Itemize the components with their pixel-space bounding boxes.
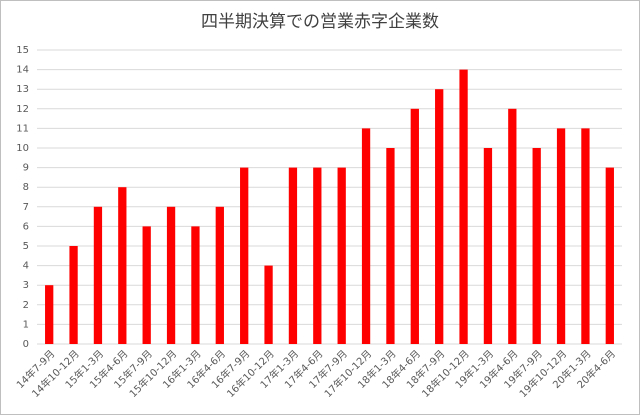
bar <box>605 167 614 344</box>
y-tick-label: 14 <box>16 65 29 76</box>
bar <box>386 148 395 344</box>
bar <box>581 128 590 344</box>
bar <box>166 206 176 344</box>
y-tick-label: 10 <box>16 143 29 154</box>
y-tick-label: 0 <box>23 339 29 350</box>
bar <box>313 167 322 344</box>
bar <box>264 265 273 344</box>
bar <box>361 128 371 344</box>
y-tick-label: 13 <box>16 84 29 95</box>
y-tick-label: 7 <box>23 202 29 213</box>
bar <box>508 108 517 344</box>
y-tick-label: 5 <box>23 241 29 252</box>
bar <box>410 108 419 344</box>
y-tick-label: 4 <box>23 261 29 272</box>
y-tick-label: 8 <box>23 182 29 193</box>
bar <box>240 167 249 344</box>
bar <box>337 167 346 344</box>
y-tick-label: 3 <box>23 280 29 291</box>
bar <box>191 226 200 344</box>
bar <box>93 206 103 344</box>
bar <box>69 246 78 344</box>
y-tick-label: 6 <box>23 221 29 232</box>
y-tick-label: 15 <box>16 45 29 56</box>
bar <box>483 148 493 344</box>
bar <box>435 89 444 344</box>
bar <box>459 69 468 344</box>
bar <box>215 206 224 344</box>
y-tick-label: 1 <box>23 319 29 330</box>
bar <box>142 226 151 344</box>
y-tick-label: 11 <box>16 123 29 134</box>
bar <box>118 187 127 344</box>
y-tick-label: 12 <box>16 104 29 115</box>
y-tick-label: 2 <box>23 300 29 311</box>
chart-title: 四半期決算での営業赤字企業数 <box>201 12 439 32</box>
y-tick-label: 9 <box>23 163 29 174</box>
bar <box>45 285 54 344</box>
bar <box>288 167 298 344</box>
bar <box>532 148 541 344</box>
bar <box>556 128 566 344</box>
